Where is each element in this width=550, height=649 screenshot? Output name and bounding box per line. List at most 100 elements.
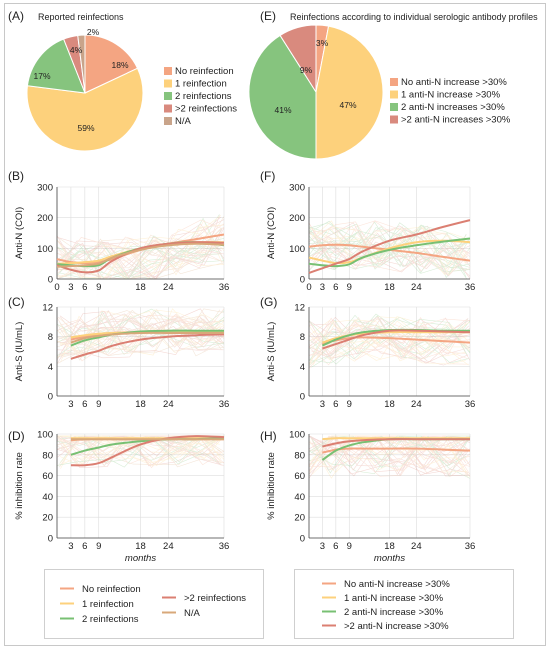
c-trajectory-2: [61, 309, 220, 358]
b-trajectory-3: [57, 224, 225, 279]
pie-e-legend-label-3: >2 anti-N increases >30%: [401, 115, 511, 126]
b-xtick-label-1: 3: [68, 282, 73, 293]
pie-a-slice-1: [26, 67, 144, 152]
b-trajectory-16: [57, 250, 222, 269]
f-trajectory-0: [313, 220, 471, 273]
f-xtick-label-6: 36: [465, 282, 476, 293]
b-xtick-label-0: 0: [54, 282, 59, 293]
b-trajectory-28: [56, 224, 224, 280]
f-trajectory-4: [308, 233, 471, 272]
f-trajectory-12: [308, 220, 467, 272]
b-ytick-label-3: 300: [37, 183, 53, 194]
h-ytick-label-1: 20: [294, 513, 305, 524]
c-trajectory-9: [56, 314, 224, 356]
h-xtick-label-3: 18: [384, 541, 395, 552]
c-xtick-label-2: 9: [96, 399, 101, 410]
pie-e-pct-label-3: 9%: [300, 65, 313, 75]
g-trajectory-16: [308, 318, 469, 360]
f-ytick-label-1: 100: [289, 244, 305, 255]
c-trajectory-22: [56, 308, 225, 345]
pie-a-slice-0: [84, 34, 139, 94]
h-ytick-label-4: 80: [294, 450, 305, 461]
legend-left: No reinfection 1 reinfection 2 reinfection…: [60, 584, 246, 625]
b-trajectory-4: [58, 246, 223, 280]
b-trajectory-8: [56, 245, 225, 280]
g-ylabel: Anti-S (lU/mL): [266, 322, 277, 382]
d-ylabel: % inhibition rate: [14, 452, 25, 520]
h-trajectory-31: [308, 438, 469, 475]
panel-label-b: (B): [8, 169, 24, 183]
h-trajectory-29: [309, 435, 471, 477]
b-trajectory-29: [60, 226, 225, 280]
h-trajectory-37: [309, 435, 471, 472]
d-trajectory-3: [56, 435, 222, 467]
legend-right-label-0: No anti-N increase >30%: [344, 579, 450, 590]
b-trajectory-18: [56, 255, 225, 280]
d-xtick-label-4: 24: [163, 541, 174, 552]
pie-a-pct-label-1: 59%: [77, 123, 94, 133]
f-trajectory-15: [308, 226, 468, 263]
d-trajectory-14: [57, 435, 225, 466]
b-trajectory-35: [56, 229, 223, 280]
pie-a-pct-label-2: 17%: [33, 71, 50, 81]
b-series-line-3: [56, 241, 225, 274]
d-trajectory-17: [56, 435, 221, 465]
c-trajectory-29: [56, 316, 223, 362]
pie-a-legend-swatch-0: [164, 67, 172, 75]
pie-e-pct-label-2: 41%: [274, 105, 291, 115]
f-trajectory-32: [308, 222, 468, 277]
d-ytick-label-0: 0: [48, 534, 53, 545]
b-trajectory-32: [58, 243, 220, 280]
h-trajectory-23: [308, 435, 471, 477]
b-trajectory-2: [59, 214, 220, 280]
pie-e-slice-3: [279, 24, 317, 94]
g-trajectory-28: [309, 319, 470, 365]
c-trajectory-37: [59, 314, 225, 357]
g-trajectory-7: [309, 317, 471, 361]
h-trajectory-8: [308, 435, 471, 472]
b-trajectory-23: [56, 227, 223, 280]
g-trajectory-23: [308, 315, 469, 359]
c-trajectory-5: [56, 308, 225, 350]
h-xtick-label-0: 3: [320, 541, 325, 552]
d-xtick-label-5: 36: [219, 541, 230, 552]
g-trajectory-14: [308, 332, 469, 361]
d-trajectory-31: [56, 435, 224, 468]
c-ytick-label-1: 4: [48, 362, 53, 373]
g-trajectory-2: [308, 321, 471, 360]
d-ytick-label-5: 100: [37, 430, 53, 441]
d-trajectory-32: [58, 435, 225, 464]
c-xtick-label-5: 36: [219, 399, 230, 410]
h-trajectory-32: [308, 435, 467, 467]
h-xtick-label-4: 24: [411, 541, 422, 552]
h-ytick-label-0: 0: [300, 534, 305, 545]
h-trajectory-1: [311, 435, 470, 471]
g-ytick-label-2: 8: [300, 332, 305, 343]
legend-left-label-2: 2 reinfections: [82, 614, 139, 625]
g-ytick-label-3: 12: [294, 303, 305, 314]
b-trajectory-14: [60, 215, 222, 278]
pie-a-slice-2: [26, 38, 86, 94]
pie-a-pct-label-0: 18%: [111, 60, 128, 70]
h-trajectory-22: [310, 435, 471, 478]
legend-left-label-1: 1 reinfection: [82, 599, 134, 610]
pie-e-legend-swatch-3: [390, 115, 398, 124]
b-trajectory-12: [56, 236, 225, 278]
c-trajectory-35: [56, 311, 225, 361]
b-xtick-label-5: 24: [163, 282, 174, 293]
legend-box-left: [44, 569, 264, 639]
d-trajectory-2: [56, 435, 225, 467]
pie-a-legend-swatch-2: [164, 92, 172, 100]
pie-a-legend-swatch-4: [164, 117, 172, 125]
d-ytick-label-4: 80: [42, 450, 53, 461]
h-trajectory-7: [308, 435, 471, 477]
f-xtick-label-0: 0: [306, 282, 311, 293]
b-individual-trajectories: [56, 214, 225, 280]
pie-e-legend-swatch-0: [390, 78, 398, 86]
g-individual-trajectories: [308, 313, 471, 369]
c-trajectory-12: [58, 315, 225, 355]
b-trajectory-33: [56, 242, 225, 270]
c-trajectory-16: [56, 316, 225, 359]
pie-a-legend-label-3: >2 reinfections: [175, 104, 237, 115]
g-trajectory-29: [308, 319, 466, 365]
